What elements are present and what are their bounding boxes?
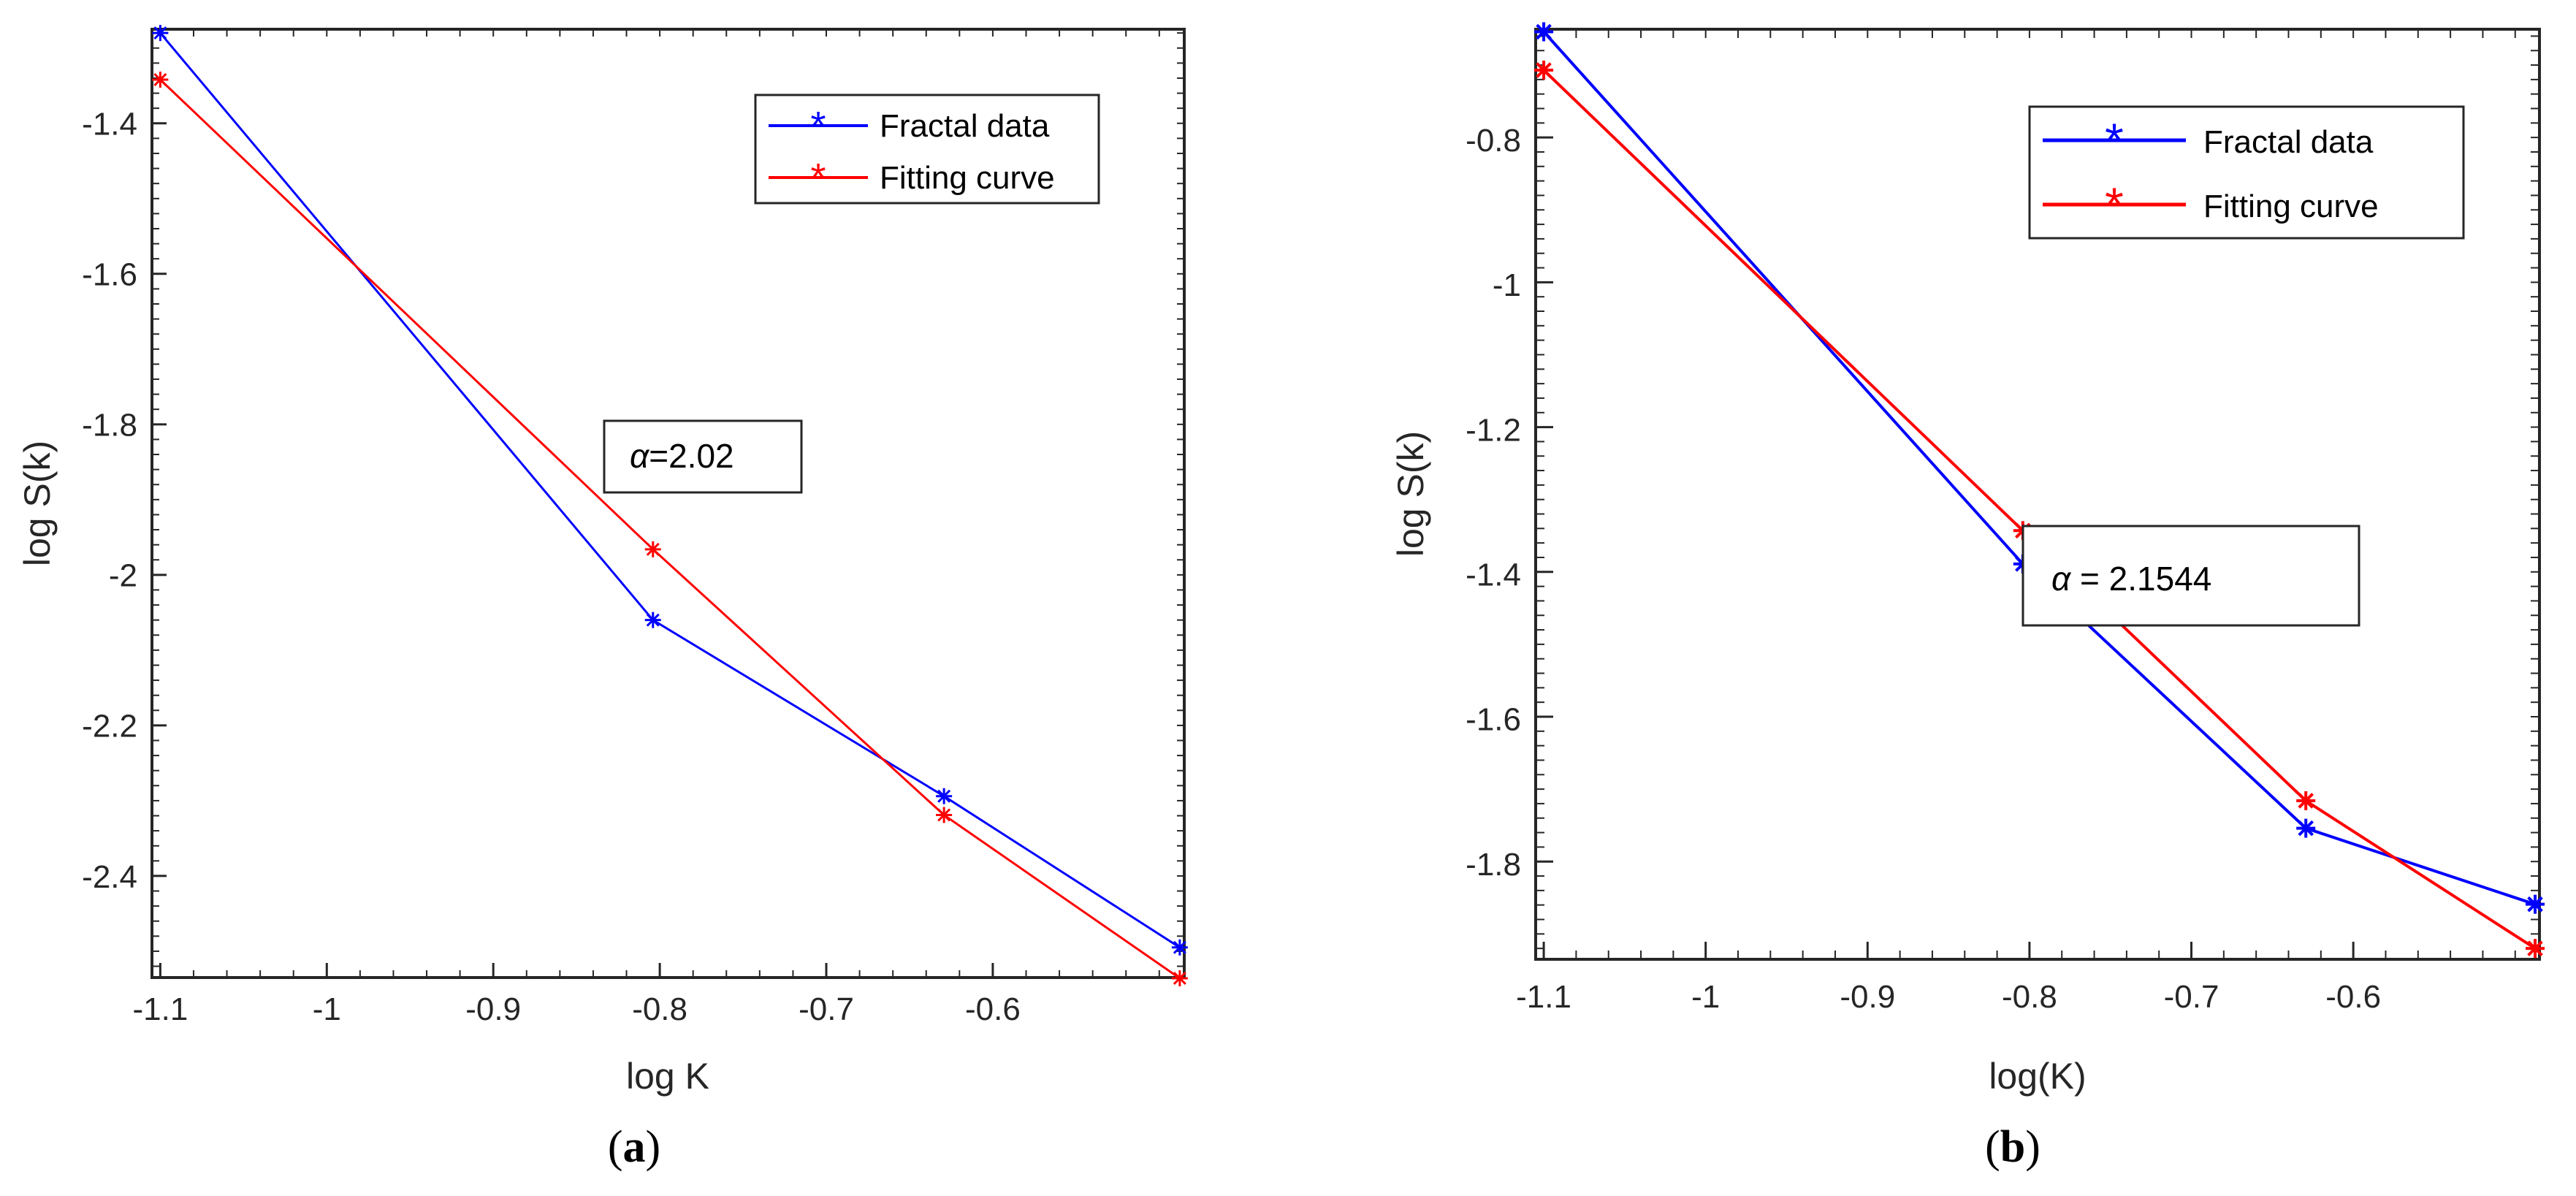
data-point-fractal: [644, 612, 661, 628]
marks-a: [152, 25, 1188, 987]
data-point-fitting: [644, 541, 661, 557]
legend-marker-fitting-b: *: [2105, 178, 2124, 232]
panel-a: -1.1 -1 -0.9 -0.8 -0.7 -0.6 -1.4 -1.6 -1.8 -2 -2.2…: [17, 25, 1188, 1172]
annotation-text-b: α = 2.1544: [2051, 560, 2211, 598]
data-point-fitting: [2296, 791, 2316, 810]
legend-label-fractal-a: Fractal data: [880, 108, 1050, 144]
annotation-value-b: = 2.1544: [2070, 560, 2211, 598]
annotation-a: α=2.02: [603, 419, 803, 494]
data-point-fractal: [1171, 939, 1188, 956]
y-tick-label: -1.8: [1466, 847, 1521, 883]
x-axis-label-b: log(K): [1989, 1056, 2086, 1097]
x-tick-label: -0.7: [2164, 979, 2219, 1015]
data-point-fitting: [2526, 939, 2545, 959]
x-tick-label: -0.7: [799, 991, 854, 1027]
panel-label-a: (a): [608, 1122, 660, 1172]
y-tick-label: -1.4: [1466, 557, 1521, 593]
panel-b: -1.1 -1 -0.9 -0.8 -0.7 -0.6 -0.8 -1 -1.2 -1.4 -1.6…: [1390, 22, 2545, 1172]
data-point-fitting: [936, 807, 953, 823]
y-axis-label-a: log S(k): [17, 441, 58, 566]
annotation-box-a: [603, 419, 803, 494]
legend-box-b: [2028, 105, 2465, 240]
data-point-fractal: [2296, 818, 2316, 838]
panel-label-b: (b): [1985, 1122, 2040, 1172]
annotation-box-b: [2021, 525, 2360, 627]
data-point-fitting: [1171, 970, 1188, 987]
y-tick-label: -1.4: [82, 107, 137, 142]
y-tick-label: -2.4: [82, 859, 137, 895]
x-tick-label: -0.6: [2325, 979, 2381, 1015]
x-tick-label: -1: [1691, 979, 1720, 1015]
y-axis-label-b: log S(k): [1390, 431, 1431, 557]
legend-marker-fractal-a: *: [810, 104, 826, 148]
x-tick-label: -0.8: [2002, 979, 2057, 1015]
x-tick-label: -1: [313, 991, 341, 1027]
y-tick-label: -1.6: [82, 257, 137, 293]
series-line-fitting-curve: [159, 78, 1181, 980]
x-tick-label: -1.1: [132, 991, 188, 1027]
series-line-fractal-data: [1542, 31, 2536, 906]
legend-marker-fractal-b: *: [2105, 113, 2124, 167]
y-tick-label: -0.8: [1466, 123, 1521, 159]
data-point-fractal: [936, 788, 953, 804]
x-tick-label: -0.6: [965, 991, 1021, 1027]
annotation-alpha-b: α: [2051, 560, 2072, 598]
data-point-fractal: [152, 25, 169, 42]
legend-box-a: [754, 94, 1100, 205]
annotation-alpha-a: α: [630, 437, 650, 475]
annotation-text-a: α=2.02: [630, 437, 734, 475]
data-point-fitting: [1534, 60, 1554, 80]
x-axis-label-a: log K: [626, 1056, 709, 1097]
annotation-b: α = 2.1544: [2021, 525, 2360, 627]
x-tick-label: -0.9: [1840, 979, 1895, 1015]
legend-b: * Fractal data * Fitting curve: [2028, 105, 2465, 240]
series-line-fitting-curve: [1542, 69, 2537, 950]
annotation-value-a: =2.02: [649, 437, 733, 475]
legend-label-fitting-a: Fitting curve: [880, 160, 1055, 196]
y-tick-label: -2.2: [82, 709, 137, 744]
data-point-fractal: [1534, 22, 1554, 42]
legend-label-fractal-b: Fractal data: [2203, 124, 2374, 160]
data-point-fractal: [2526, 894, 2545, 914]
ticks-b: -1.1 -1 -0.9 -0.8 -0.7 -0.6 -0.8 -1 -1.2 -1.4 -1.6…: [1466, 29, 2539, 1015]
legend-label-fitting-b: Fitting curve: [2203, 188, 2379, 224]
series-line-fractal-data: [159, 32, 1181, 949]
x-tick-label: -0.8: [632, 991, 687, 1027]
x-tick-label: -0.9: [465, 991, 521, 1027]
y-tick-label: -1.6: [1466, 702, 1521, 738]
ticks-a: -1.1 -1 -0.9 -0.8 -0.7 -0.6 -1.4 -1.6 -1.8 -2 -2.2…: [82, 29, 1184, 1027]
x-tick-label: -1.1: [1516, 979, 1571, 1015]
y-tick-label: -1: [1493, 267, 1521, 303]
y-tick-label: -1.8: [82, 408, 137, 443]
legend-a: * Fractal data * Fitting curve: [754, 94, 1100, 205]
y-tick-label: -2: [109, 558, 137, 594]
data-point-fitting: [152, 72, 169, 88]
y-tick-label: -1.2: [1466, 412, 1521, 448]
legend-marker-fitting-a: *: [810, 156, 826, 199]
